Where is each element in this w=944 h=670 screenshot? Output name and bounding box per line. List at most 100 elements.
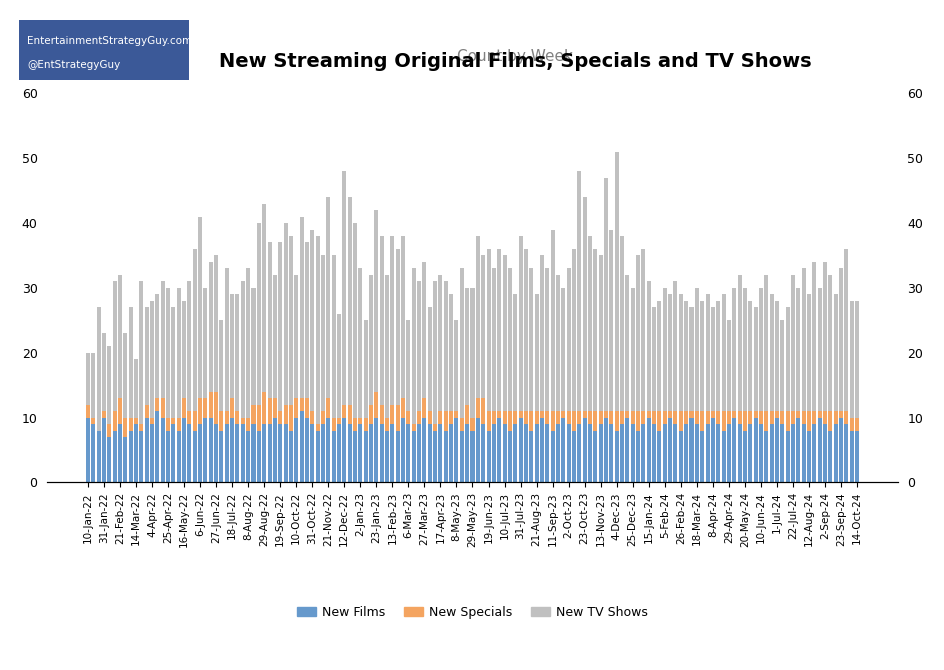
Bar bbox=[444, 411, 447, 431]
Bar bbox=[299, 398, 303, 411]
Bar bbox=[193, 411, 196, 431]
Bar bbox=[171, 308, 176, 417]
Bar bbox=[315, 424, 319, 431]
Bar bbox=[166, 288, 170, 417]
Bar bbox=[817, 417, 821, 482]
Bar bbox=[134, 424, 138, 482]
Bar bbox=[267, 243, 271, 398]
Bar bbox=[619, 424, 623, 482]
Bar bbox=[331, 431, 335, 482]
Bar bbox=[539, 255, 544, 411]
Bar bbox=[784, 308, 789, 411]
Bar bbox=[752, 308, 757, 411]
Bar bbox=[566, 269, 570, 411]
Bar bbox=[368, 424, 373, 482]
Bar bbox=[235, 294, 239, 411]
Text: EntertainmentStrategyGuy.com: EntertainmentStrategyGuy.com bbox=[27, 36, 193, 46]
Bar bbox=[609, 424, 613, 482]
Bar bbox=[182, 301, 186, 398]
Bar bbox=[305, 417, 309, 482]
Bar bbox=[464, 405, 468, 424]
Bar bbox=[144, 417, 148, 482]
Bar bbox=[198, 398, 202, 424]
Bar bbox=[587, 411, 591, 424]
Bar bbox=[337, 424, 341, 482]
Bar bbox=[390, 424, 394, 482]
Bar bbox=[550, 411, 554, 431]
Bar bbox=[566, 411, 570, 424]
Bar bbox=[780, 424, 784, 482]
Bar bbox=[662, 411, 666, 424]
Bar bbox=[577, 171, 581, 411]
Bar bbox=[267, 398, 271, 424]
Bar bbox=[438, 424, 442, 482]
Bar bbox=[689, 411, 693, 417]
Bar bbox=[241, 281, 244, 417]
Bar bbox=[577, 411, 581, 424]
Bar bbox=[416, 411, 421, 424]
Bar bbox=[625, 275, 629, 411]
Bar bbox=[406, 424, 410, 482]
Bar bbox=[214, 424, 218, 482]
Bar bbox=[550, 431, 554, 482]
Bar bbox=[464, 288, 468, 405]
Bar bbox=[571, 249, 576, 411]
Bar bbox=[470, 431, 474, 482]
Bar bbox=[635, 411, 639, 431]
Bar bbox=[710, 417, 714, 482]
Bar bbox=[177, 288, 180, 417]
Bar bbox=[219, 431, 223, 482]
Bar bbox=[657, 411, 661, 431]
Bar bbox=[838, 269, 842, 411]
Bar bbox=[838, 411, 842, 417]
Bar bbox=[368, 275, 373, 405]
Bar bbox=[470, 417, 474, 431]
Bar bbox=[102, 411, 106, 417]
Bar bbox=[801, 411, 805, 424]
Bar bbox=[454, 417, 458, 482]
Bar bbox=[182, 417, 186, 482]
Bar bbox=[273, 417, 277, 482]
Bar bbox=[828, 411, 832, 431]
Bar bbox=[209, 417, 212, 482]
Bar bbox=[561, 411, 565, 417]
Bar bbox=[128, 417, 132, 431]
Bar bbox=[854, 301, 858, 417]
Bar bbox=[732, 417, 735, 482]
Bar bbox=[801, 269, 805, 411]
Bar bbox=[529, 411, 532, 431]
Bar bbox=[758, 288, 762, 411]
Bar bbox=[384, 275, 389, 417]
Bar bbox=[171, 417, 176, 424]
Bar bbox=[646, 281, 650, 411]
Bar bbox=[641, 249, 645, 411]
Bar bbox=[289, 405, 293, 431]
Bar bbox=[641, 411, 645, 424]
Bar bbox=[278, 243, 282, 411]
Bar bbox=[294, 398, 298, 417]
Bar bbox=[310, 411, 314, 424]
Bar bbox=[374, 210, 378, 392]
Bar bbox=[112, 431, 116, 482]
Bar bbox=[444, 281, 447, 411]
Bar bbox=[849, 431, 852, 482]
Bar bbox=[507, 431, 512, 482]
Bar bbox=[849, 417, 852, 431]
Bar bbox=[86, 417, 90, 482]
Bar bbox=[384, 431, 389, 482]
Bar bbox=[625, 417, 629, 482]
Bar bbox=[150, 417, 154, 424]
Bar bbox=[614, 431, 618, 482]
Bar bbox=[545, 424, 548, 482]
Bar bbox=[422, 417, 426, 482]
Bar bbox=[203, 398, 208, 417]
Bar bbox=[662, 424, 666, 482]
Bar bbox=[155, 398, 160, 411]
Bar bbox=[347, 405, 351, 424]
Bar bbox=[257, 223, 261, 405]
Bar bbox=[358, 269, 362, 417]
Bar bbox=[726, 411, 730, 424]
Bar bbox=[448, 411, 453, 424]
Bar bbox=[289, 236, 293, 405]
Bar bbox=[342, 417, 346, 482]
